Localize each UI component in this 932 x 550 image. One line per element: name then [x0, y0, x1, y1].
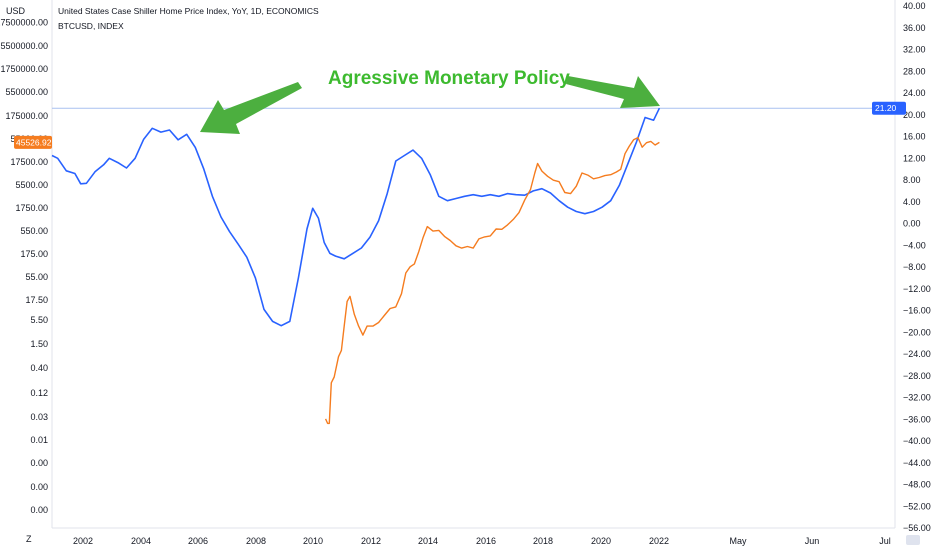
right-tick-label: 4.00 — [903, 197, 921, 207]
case-shiller-last-value-badge: 21.20 — [872, 101, 906, 115]
x-tick-label: 2004 — [131, 536, 151, 546]
x-tick-label: 2018 — [533, 536, 553, 546]
right-tick-label: 20.00 — [903, 110, 926, 120]
right-tick-label: −52.00 — [903, 501, 931, 511]
left-tick-label: 0.00 — [30, 458, 48, 468]
x-tick-label: 2002 — [73, 536, 93, 546]
x-tick-label: May — [729, 536, 747, 546]
left-tick-label: 1.50 — [30, 339, 48, 349]
tradingview-logo — [906, 535, 920, 545]
left-tick-label: 5500.00 — [15, 180, 48, 190]
x-tick-label: 2010 — [303, 536, 323, 546]
x-tick-label: 2020 — [591, 536, 611, 546]
btcusd-line — [324, 136, 660, 425]
left-tick-label: 550.00 — [20, 226, 48, 236]
annotation-arrow-left — [200, 82, 302, 134]
x-tick-label: Jul — [879, 536, 891, 546]
right-tick-label: 40.00 — [903, 1, 926, 11]
annotation-text: Agressive Monetary Policy — [328, 68, 570, 89]
right-tick-label: 32.00 — [903, 45, 926, 55]
btcusd-last-value-badge: 45526.92 — [14, 135, 52, 149]
left-tick-label: 0.03 — [30, 412, 48, 422]
right-axis-ticks: 40.00 36.00 32.00 28.00 24.00 20.00 16.00 12.00… — [903, 1, 931, 533]
timezone-label: Z — [26, 534, 32, 544]
case-shiller-line — [51, 107, 661, 327]
left-tick-label: 55.00 — [25, 272, 48, 282]
left-tick-label: 1750000.00 — [0, 64, 48, 74]
svg-text:21.20: 21.20 — [875, 103, 897, 113]
right-tick-label: −24.00 — [903, 349, 931, 359]
left-tick-label: 0.00 — [30, 505, 48, 515]
annotation-arrow-right — [566, 76, 660, 108]
right-tick-label: −28.00 — [903, 371, 931, 381]
x-tick-label: Jun — [805, 536, 820, 546]
left-tick-label: 1750.00 — [15, 203, 48, 213]
right-tick-label: −8.00 — [903, 262, 926, 272]
right-tick-label: −12.00 — [903, 284, 931, 294]
x-axis-ticks: 2002 2004 2006 2008 2010 2012 2014 2016 2018 2020… — [73, 536, 891, 546]
x-tick-label: 2006 — [188, 536, 208, 546]
right-tick-label: −16.00 — [903, 306, 931, 316]
right-tick-label: −56.00 — [903, 523, 931, 533]
left-tick-label: 17.50 — [25, 295, 48, 305]
right-tick-label: 12.00 — [903, 153, 926, 163]
svg-text:45526.92: 45526.92 — [16, 137, 52, 147]
left-tick-label: 17500000.00 — [0, 18, 48, 28]
left-tick-label: 17500.00 — [10, 157, 48, 167]
right-tick-label: 0.00 — [903, 219, 921, 229]
right-tick-label: −36.00 — [903, 414, 931, 424]
left-tick-label: 0.12 — [30, 388, 48, 398]
left-tick-label: 0.40 — [30, 363, 48, 373]
right-tick-label: −48.00 — [903, 480, 931, 490]
left-axis-unit: USD — [6, 6, 26, 16]
right-tick-label: 24.00 — [903, 88, 926, 98]
left-tick-label: 175.00 — [20, 249, 48, 259]
right-tick-label: −44.00 — [903, 458, 931, 468]
chart-subtitle: BTCUSD, INDEX — [58, 21, 124, 31]
x-tick-label: 2022 — [649, 536, 669, 546]
right-tick-label: 8.00 — [903, 175, 921, 185]
x-tick-label: 2016 — [476, 536, 496, 546]
left-tick-label: 550000.00 — [5, 87, 48, 97]
x-tick-label: 2008 — [246, 536, 266, 546]
right-tick-label: −20.00 — [903, 327, 931, 337]
left-tick-label: 5.50 — [30, 315, 48, 325]
left-tick-label: 175000.00 — [5, 111, 48, 121]
left-tick-label: 0.00 — [30, 482, 48, 492]
right-tick-label: −40.00 — [903, 436, 931, 446]
right-tick-label: 36.00 — [903, 23, 926, 33]
right-tick-label: −4.00 — [903, 240, 926, 250]
x-tick-label: 2014 — [418, 536, 438, 546]
x-tick-label: 2012 — [361, 536, 381, 546]
chart-title: United States Case Shiller Home Price In… — [58, 6, 319, 16]
right-tick-label: 16.00 — [903, 132, 926, 142]
left-axis-ticks: 17500000.00 5500000.00 1750000.00 550000.00… — [0, 18, 48, 516]
right-tick-label: 28.00 — [903, 66, 926, 76]
left-tick-label: 5500000.00 — [0, 41, 48, 51]
left-tick-label: 0.01 — [30, 435, 48, 445]
right-tick-label: −32.00 — [903, 393, 931, 403]
